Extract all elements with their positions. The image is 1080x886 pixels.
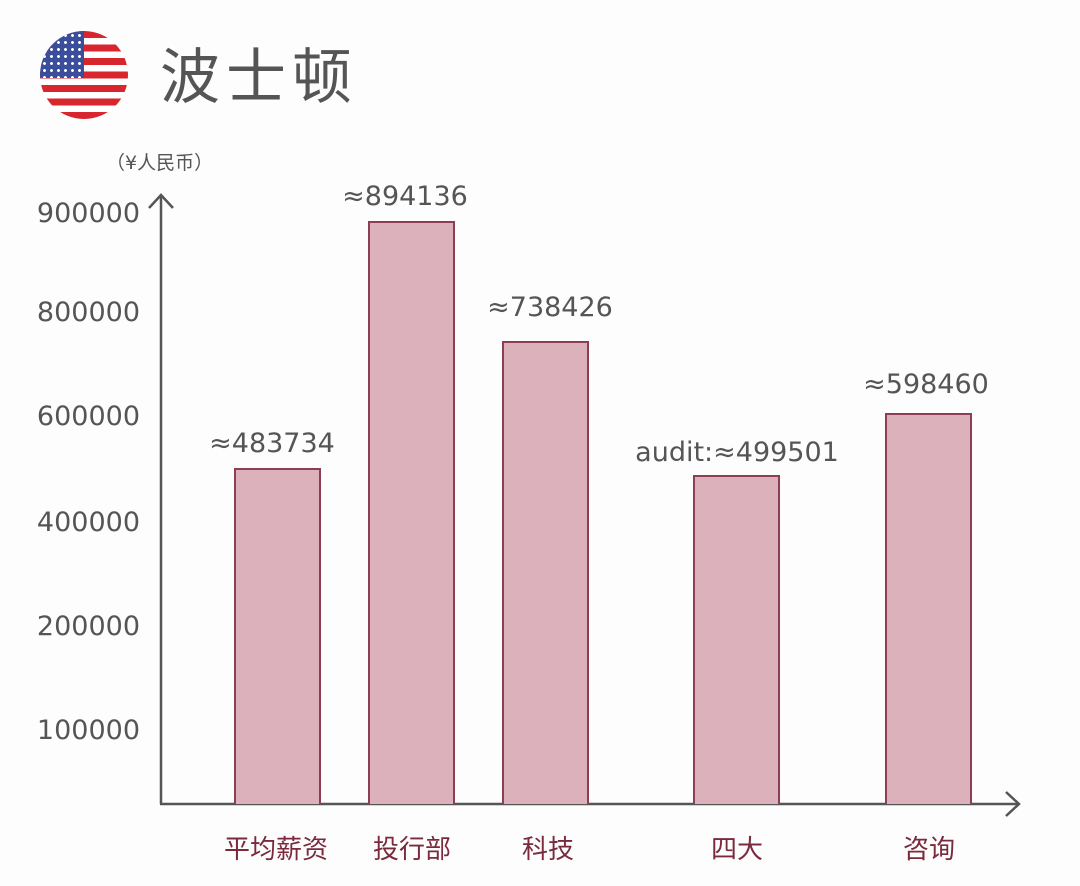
page-title: 波士顿 xyxy=(160,43,358,113)
bar-consulting xyxy=(885,413,972,804)
bar-technology xyxy=(502,341,589,804)
category-label: 四大 xyxy=(710,835,764,865)
bar-value-label: audit:≈499501 xyxy=(635,437,839,468)
category-label: 咨询 xyxy=(902,835,956,865)
bar-average-salary xyxy=(234,468,321,804)
category-label: 科技 xyxy=(521,835,575,865)
y-axis-unit-label: （¥人民币） xyxy=(106,152,214,174)
y-tick-label: 100000 xyxy=(36,715,140,746)
us-flag-icon xyxy=(40,31,128,119)
y-tick-label: 900000 xyxy=(36,198,140,229)
y-tick-label: 400000 xyxy=(36,507,140,538)
bar-value-label: ≈483734 xyxy=(209,428,335,459)
category-label: 投行部 xyxy=(372,835,452,865)
bar-value-label: ≈738426 xyxy=(487,292,613,323)
bar-investment-banking xyxy=(368,221,455,804)
bar-value-label: ≈598460 xyxy=(863,369,989,400)
bar-value-label: ≈894136 xyxy=(342,181,468,212)
y-tick-label: 600000 xyxy=(36,401,140,432)
y-tick-label: 800000 xyxy=(36,297,140,328)
category-label: 平均薪资 xyxy=(223,835,329,865)
flag-canton xyxy=(40,31,84,79)
bar-big-four xyxy=(693,475,780,804)
y-tick-label: 200000 xyxy=(36,611,140,642)
